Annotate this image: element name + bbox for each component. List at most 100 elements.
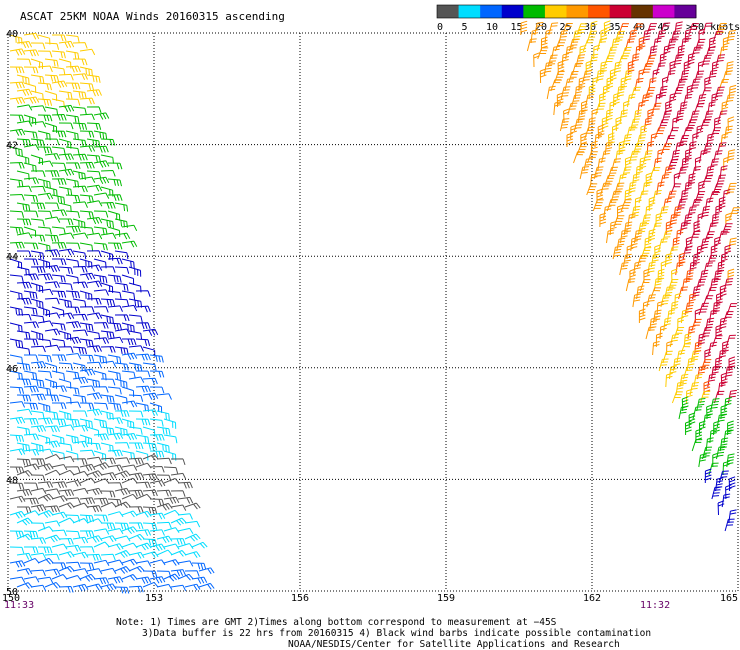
- wind-barb: [704, 468, 712, 484]
- wind-barb: [114, 550, 131, 558]
- wind-barb: [79, 82, 94, 91]
- wind-barb: [30, 282, 44, 293]
- wind-barb: [23, 433, 39, 441]
- wind-barb: [79, 113, 95, 121]
- wind-barb: [114, 410, 130, 417]
- wind-barb: [670, 301, 679, 316]
- wind-barb: [586, 30, 597, 44]
- wind-barb: [79, 272, 96, 281]
- wind-barb: [659, 52, 667, 68]
- wind-barb: [79, 242, 94, 252]
- wind-barb: [121, 258, 135, 269]
- wind-barb: [65, 401, 81, 408]
- wind-barb: [679, 221, 689, 236]
- legend-swatch: [631, 5, 654, 18]
- wind-barb: [16, 314, 32, 321]
- wind-barb: [683, 60, 691, 75]
- wind-barb: [37, 557, 54, 565]
- wind-barb: [72, 58, 88, 66]
- wind-barb: [683, 366, 694, 380]
- wind-barb: [121, 542, 138, 549]
- wind-barb: [16, 170, 30, 181]
- wind-barb: [685, 269, 694, 284]
- wind-barb: [23, 338, 39, 346]
- lat-tick-label: 48: [6, 475, 18, 486]
- wind-barb: [51, 50, 66, 59]
- wind-barb: [51, 574, 68, 580]
- wind-barb: [704, 197, 714, 212]
- wind-barb: [149, 354, 164, 363]
- wind-barb: [708, 191, 720, 204]
- wind-barb: [93, 112, 110, 120]
- wind-barb: [9, 560, 26, 568]
- wind-barb: [93, 176, 110, 185]
- wind-barb: [653, 157, 662, 172]
- wind-barb: [163, 543, 180, 550]
- wind-barb: [630, 237, 639, 252]
- wind-barb: [16, 104, 33, 111]
- wind-barb: [37, 82, 52, 91]
- wind-barb: [694, 38, 706, 52]
- wind-barb: [30, 474, 46, 482]
- wind-barb: [697, 365, 706, 380]
- wind-barb: [107, 178, 122, 187]
- wind-barb: [23, 306, 38, 315]
- wind-barb: [37, 160, 54, 167]
- wind-barb: [571, 94, 581, 108]
- wind-barb: [114, 282, 129, 291]
- wind-barb: [58, 186, 73, 196]
- wind-barb: [576, 23, 588, 36]
- wind-barb: [44, 153, 61, 160]
- wind-barb: [605, 108, 614, 124]
- wind-barb: [86, 200, 103, 207]
- wind-barb: [128, 345, 144, 352]
- wind-barb: [51, 464, 68, 471]
- legend-swatch: [437, 5, 460, 18]
- wind-barb: [37, 510, 54, 518]
- wind-barb: [653, 277, 663, 292]
- wind-barb: [599, 61, 608, 76]
- wind-barb: [662, 76, 669, 92]
- wind-barb: [163, 527, 180, 533]
- wind-barb: [672, 236, 680, 252]
- wind-barb: [714, 86, 725, 100]
- wind-barb: [9, 416, 26, 425]
- wind-barb: [563, 108, 570, 124]
- wind-barb: [699, 269, 709, 284]
- wind-barb: [586, 183, 598, 196]
- wind-barb: [86, 250, 102, 257]
- wind-barb: [65, 225, 81, 233]
- wind-barb: [9, 306, 23, 316]
- wind-barb: [23, 32, 40, 40]
- wind-barb: [72, 583, 89, 592]
- wind-barb: [114, 487, 131, 496]
- wind-barb: [677, 316, 685, 332]
- wind-barb: [683, 213, 693, 228]
- wind-barb: [177, 481, 193, 489]
- wind-barb: [73, 410, 88, 418]
- wind-barb: [58, 362, 73, 371]
- wind-barb: [718, 470, 729, 484]
- wind-barb: [142, 362, 157, 371]
- wind-barb: [142, 409, 158, 417]
- wind-barb: [65, 242, 81, 250]
- wind-barb: [121, 370, 136, 379]
- wind-barb: [672, 357, 682, 372]
- wind-barb: [79, 161, 95, 169]
- wind-barb: [79, 258, 93, 269]
- wind-barb: [135, 338, 151, 347]
- wind-barb: [16, 346, 31, 356]
- wind-barb: [720, 133, 729, 148]
- wind-barb: [634, 77, 644, 92]
- wind-barb: [65, 50, 80, 60]
- wind-barb: [697, 94, 707, 108]
- wind-barb: [191, 541, 208, 549]
- wind-barb: [728, 356, 736, 372]
- wind-barb: [726, 182, 737, 196]
- wind-barb: [44, 265, 61, 273]
- wind-barb: [662, 230, 672, 244]
- wind-barb: [692, 285, 701, 300]
- wind-barb: [37, 576, 54, 584]
- wind-barb: [700, 237, 710, 252]
- legend-frame: [436, 4, 697, 19]
